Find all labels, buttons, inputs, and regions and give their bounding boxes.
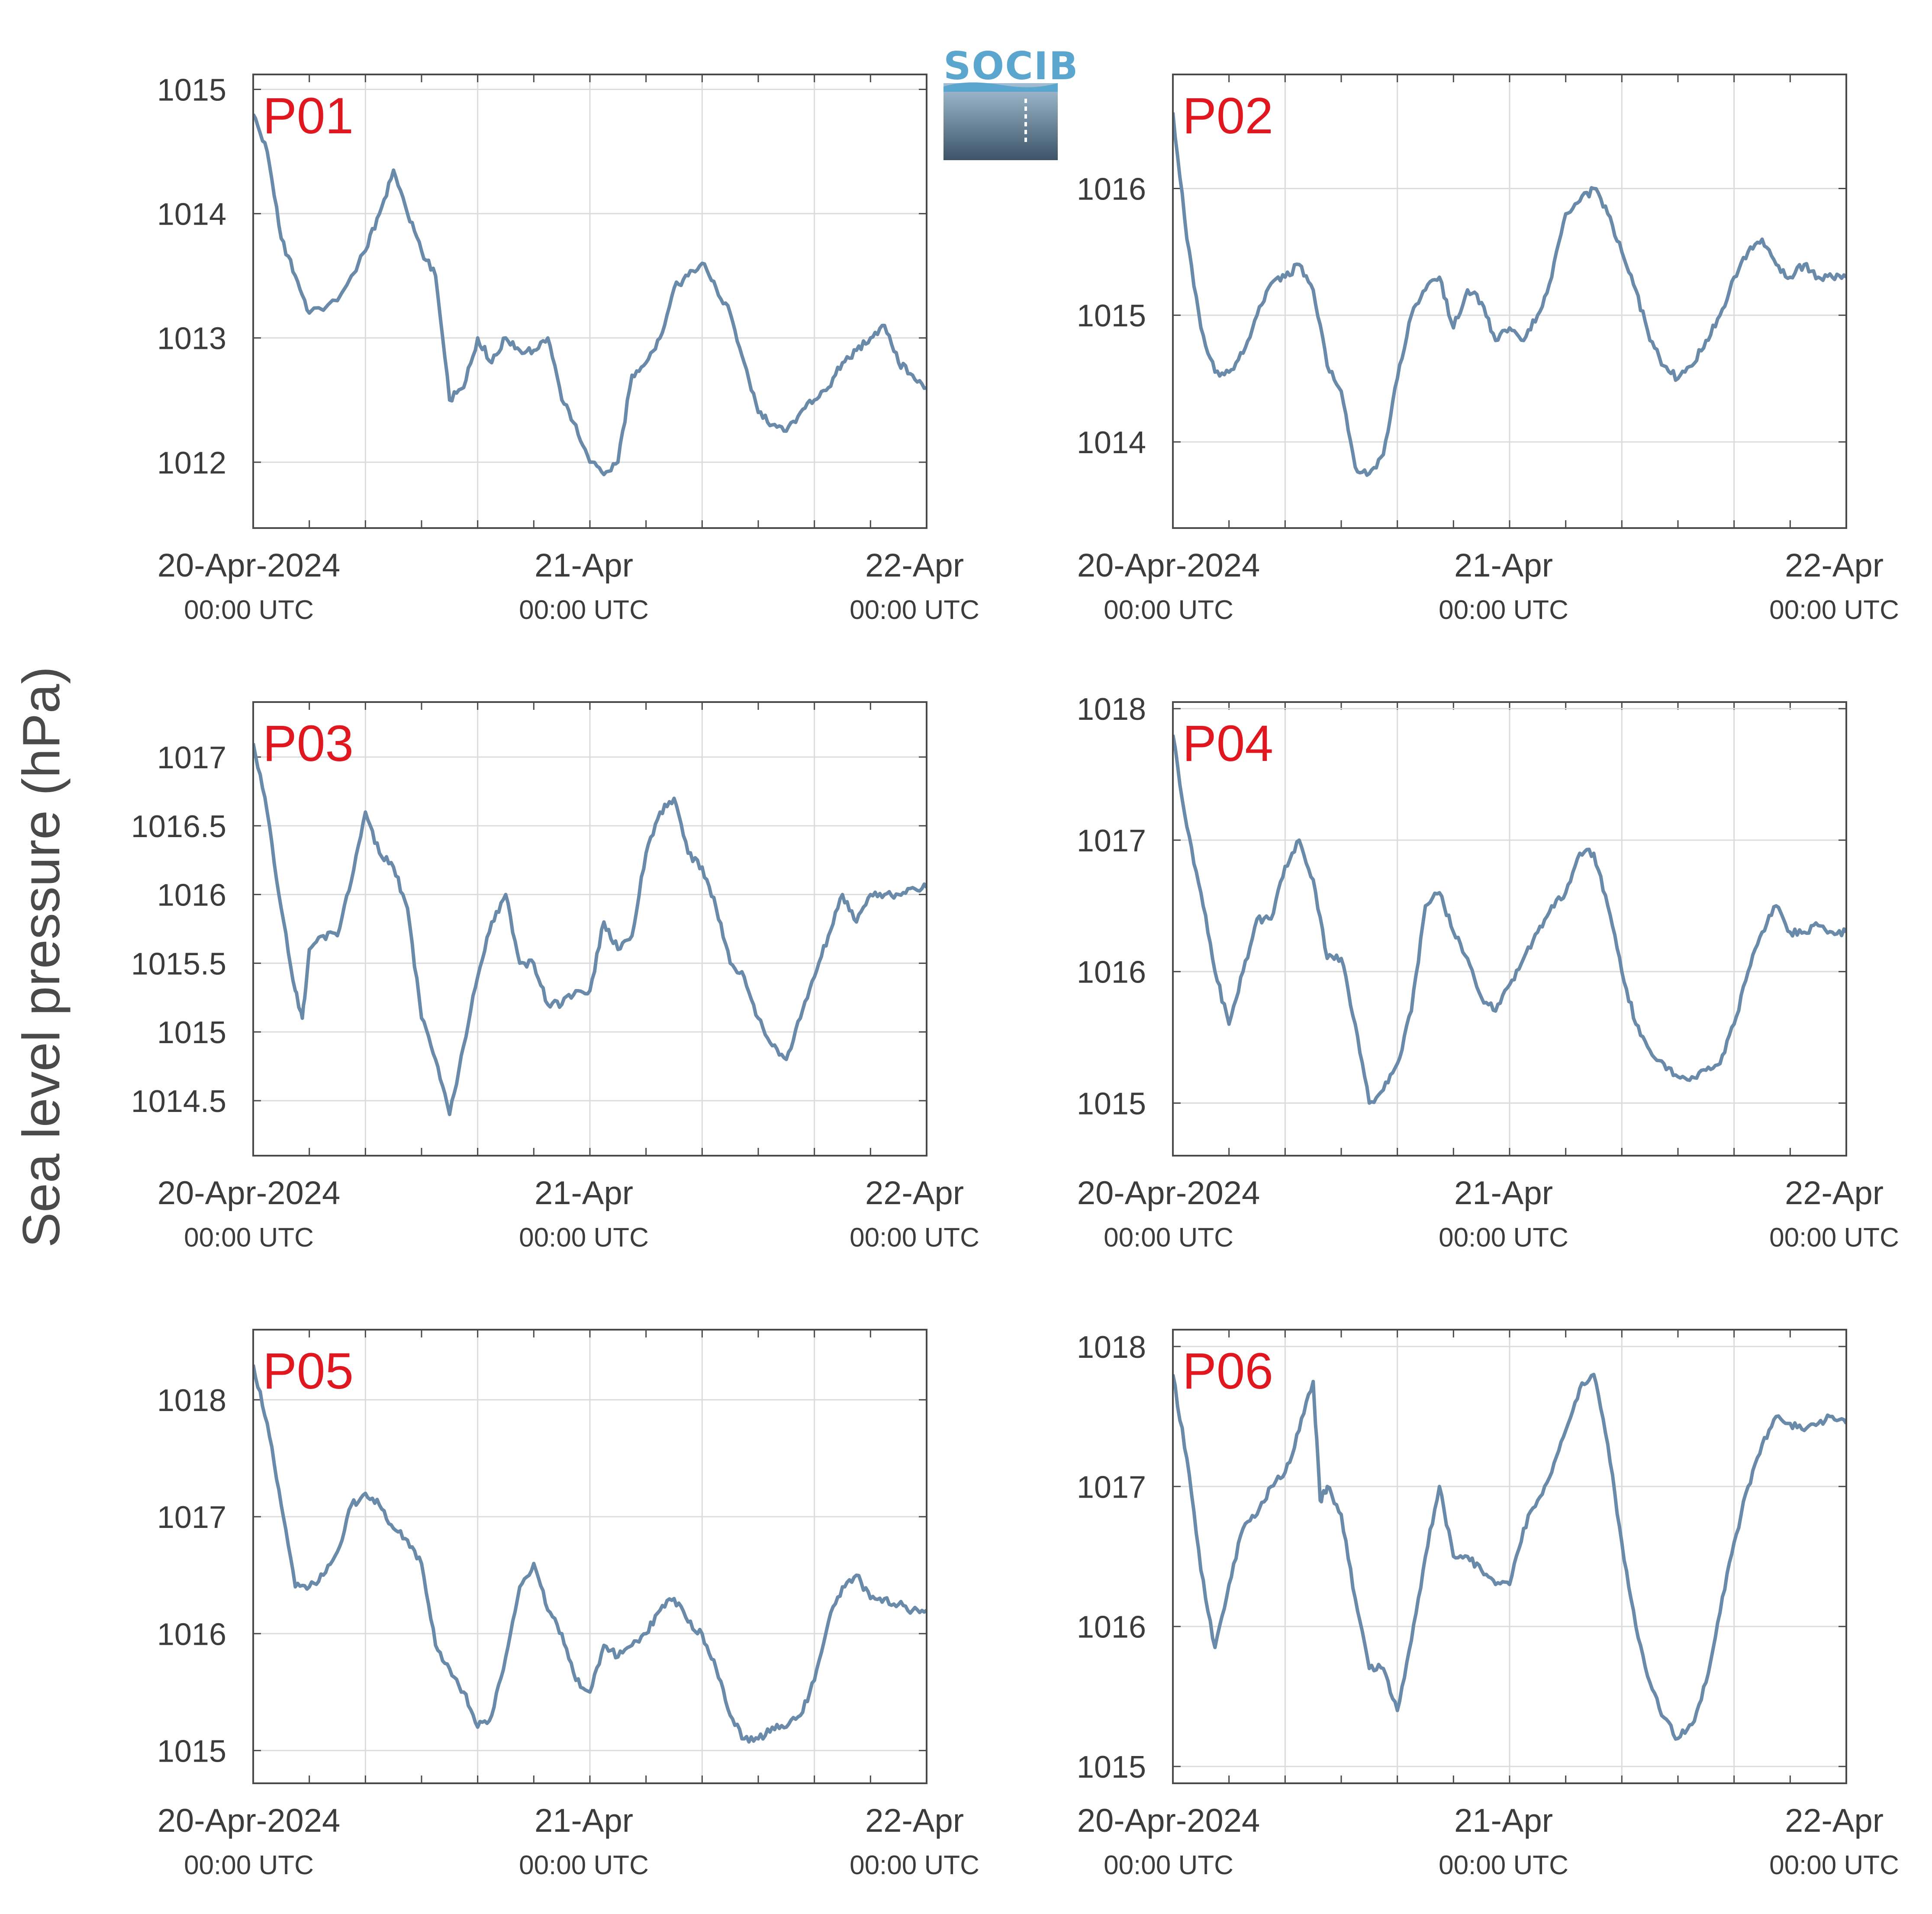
plot-frame — [1172, 1329, 1847, 1784]
plot-frame — [1172, 74, 1847, 529]
x-tick-label-time: 00:00 UTC — [1104, 595, 1233, 625]
x-tick-label-time: 00:00 UTC — [850, 1223, 979, 1253]
x-tick-label-date: 21-Apr — [535, 1175, 633, 1212]
socib-logo: SOCIB — [943, 44, 1079, 160]
logo-text: SOCIB — [943, 44, 1079, 88]
y-tick-label: 1015 — [1077, 299, 1146, 333]
x-tick-label-time: 00:00 UTC — [519, 595, 649, 625]
x-tick-label-date: 22-Apr — [1785, 1802, 1884, 1839]
y-tick-label: 1015 — [157, 1734, 226, 1769]
x-tick-label-date: 22-Apr — [1785, 547, 1884, 584]
x-tick-label-time: 00:00 UTC — [1104, 1850, 1233, 1880]
station-label: P01 — [263, 87, 354, 145]
y-tick-label: 1015 — [157, 73, 226, 107]
x-tick-label-date: 22-Apr — [865, 1802, 964, 1839]
x-tick-label-date: 20-Apr-2024 — [1077, 547, 1260, 584]
y-tick-label: 1014 — [157, 197, 226, 232]
x-tick-label-time: 00:00 UTC — [184, 1223, 314, 1253]
panel-p04: 1015 1016 1017 1018 P04 20-Apr-2024 00:00 UTC 2… — [1077, 692, 1899, 1253]
y-tick-label: 1015 — [1077, 1086, 1146, 1121]
logo-dash — [1024, 99, 1027, 142]
station-label: P02 — [1182, 87, 1273, 145]
series-line-p04 — [1173, 735, 1846, 1105]
x-tick-label-time: 00:00 UTC — [184, 595, 314, 625]
y-tick-label: 1013 — [157, 322, 226, 356]
y-tick-label: 1014.5 — [131, 1084, 226, 1119]
x-tick-label-time: 00:00 UTC — [1769, 1850, 1899, 1880]
x-tick-label-time: 00:00 UTC — [1439, 1850, 1568, 1880]
x-tick-label-date: 22-Apr — [865, 547, 964, 584]
x-tick-label-date: 22-Apr — [865, 1175, 964, 1212]
panel-p01: 1012 1013 1014 1015 P01 20-Apr-2024 00:00 UTC 2… — [157, 73, 979, 625]
x-tick-label-date: 21-Apr — [1454, 1802, 1553, 1839]
x-tick-label-date: 20-Apr-2024 — [1077, 1175, 1260, 1212]
panel-p05: 1015 1016 1017 1018 P05 20-Apr-2024 00:00 UTC 2… — [157, 1329, 979, 1880]
y-tick-label: 1016 — [157, 1617, 226, 1652]
x-tick-label-time: 00:00 UTC — [519, 1223, 649, 1253]
plot-frame — [1172, 701, 1847, 1157]
x-tick-label-date: 20-Apr-2024 — [158, 547, 341, 584]
y-tick-label: 1016 — [1077, 1610, 1146, 1645]
station-label: P04 — [1182, 715, 1273, 772]
y-tick-label: 1016.5 — [131, 809, 226, 844]
panel-p02: 1014 1015 1016 P02 20-Apr-2024 00:00 UTC 21-Ap… — [1077, 74, 1899, 625]
series-line-p01 — [253, 113, 927, 477]
station-label: P03 — [263, 715, 354, 772]
x-tick-label-time: 00:00 UTC — [850, 1850, 979, 1880]
series-line-p03 — [253, 743, 927, 1116]
y-axis-label: Sea level pressure (hPa) — [12, 666, 71, 1248]
panel-p03: 1014.5 1015 1015.5 1016 1016.5 1017 P03 20-Apr-… — [131, 701, 979, 1253]
x-tick-label-time: 00:00 UTC — [184, 1850, 314, 1880]
x-tick-label-date: 21-Apr — [535, 1802, 633, 1839]
plot-frame — [252, 1329, 927, 1784]
x-tick-label-time: 00:00 UTC — [1439, 595, 1568, 625]
y-tick-label: 1018 — [1077, 692, 1146, 727]
x-tick-label-date: 21-Apr — [1454, 547, 1553, 584]
series-line-p02 — [1173, 112, 1846, 477]
y-tick-label: 1015 — [1077, 1750, 1146, 1785]
y-tick-label: 1015 — [157, 1015, 226, 1050]
station-label: P05 — [263, 1343, 354, 1400]
x-tick-label-date: 21-Apr — [1454, 1175, 1553, 1212]
plot-frame — [252, 701, 927, 1157]
x-tick-label-time: 00:00 UTC — [1104, 1223, 1233, 1253]
logo-block — [943, 83, 1058, 160]
y-tick-label: 1018 — [1077, 1330, 1146, 1365]
y-tick-label: 1014 — [1077, 425, 1146, 460]
y-tick-label: 1017 — [1077, 824, 1146, 858]
plot-frame — [252, 74, 927, 529]
y-tick-label: 1017 — [157, 741, 226, 775]
x-tick-label-date: 20-Apr-2024 — [158, 1175, 341, 1212]
x-tick-label-time: 00:00 UTC — [850, 595, 979, 625]
x-tick-label-time: 00:00 UTC — [1769, 595, 1899, 625]
y-tick-label: 1016 — [1077, 955, 1146, 990]
x-tick-label-date: 20-Apr-2024 — [158, 1802, 341, 1839]
x-tick-label-time: 00:00 UTC — [1769, 1223, 1899, 1253]
x-tick-label-time: 00:00 UTC — [1439, 1223, 1568, 1253]
station-label: P06 — [1182, 1343, 1273, 1400]
series-line-p05 — [253, 1364, 927, 1744]
x-tick-label-time: 00:00 UTC — [519, 1850, 649, 1880]
y-tick-label: 1017 — [1077, 1470, 1146, 1505]
y-tick-label: 1016 — [1077, 172, 1146, 206]
panel-p06: 1015 1016 1017 1018 P06 20-Apr-2024 00:00 UTC 2… — [1077, 1329, 1899, 1880]
y-tick-label: 1016 — [157, 878, 226, 913]
y-tick-label: 1018 — [157, 1383, 226, 1418]
y-tick-label: 1012 — [157, 446, 226, 480]
logo-wave — [943, 82, 1058, 92]
y-tick-label: 1017 — [157, 1500, 226, 1535]
x-tick-label-date: 22-Apr — [1785, 1175, 1884, 1212]
y-tick-label: 1015.5 — [131, 947, 226, 981]
x-tick-label-date: 21-Apr — [535, 547, 633, 584]
series-line-p06 — [1173, 1373, 1846, 1741]
x-tick-label-date: 20-Apr-2024 — [1077, 1802, 1260, 1839]
